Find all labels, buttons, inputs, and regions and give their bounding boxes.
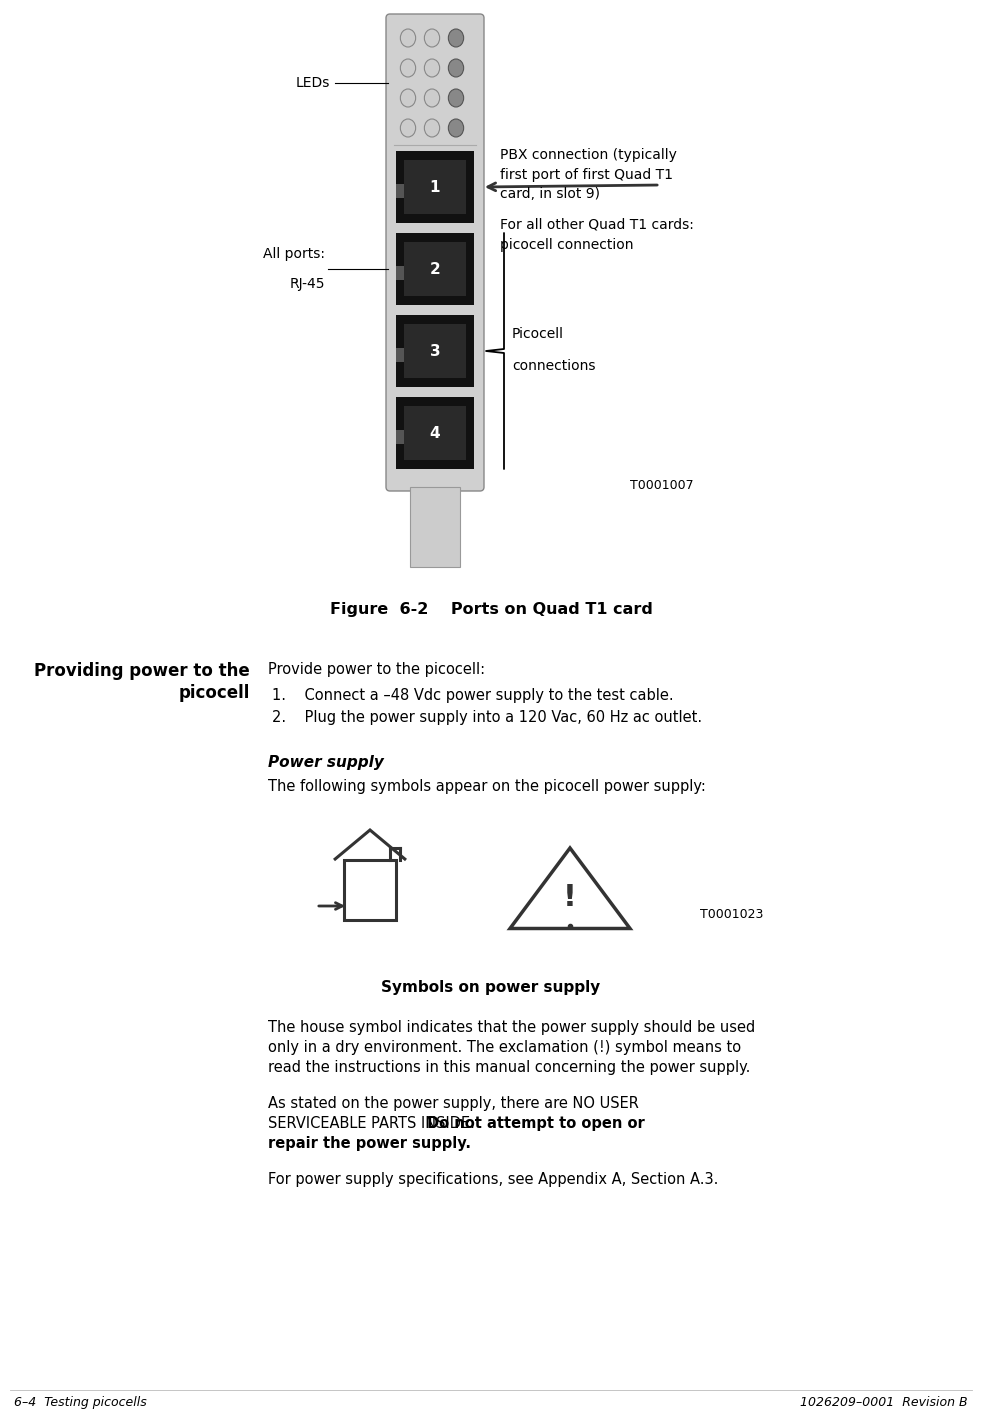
Text: !: ! xyxy=(563,884,577,912)
Bar xyxy=(396,397,474,469)
Text: Figure  6-2    Ports on Quad T1 card: Figure 6-2 Ports on Quad T1 card xyxy=(330,602,652,617)
Text: Providing power to the: Providing power to the xyxy=(34,662,250,680)
Text: Power supply: Power supply xyxy=(268,755,384,771)
Ellipse shape xyxy=(401,89,415,107)
Bar xyxy=(396,233,474,305)
Text: repair the power supply.: repair the power supply. xyxy=(268,1135,471,1151)
Text: Symbols on power supply: Symbols on power supply xyxy=(381,980,601,995)
Text: 3: 3 xyxy=(430,344,440,359)
Ellipse shape xyxy=(449,89,464,107)
Text: 6–4  Testing picocells: 6–4 Testing picocells xyxy=(14,1396,146,1408)
Text: RJ-45: RJ-45 xyxy=(290,277,325,291)
Text: T0001023: T0001023 xyxy=(700,909,763,922)
Text: Provide power to the picocell:: Provide power to the picocell: xyxy=(268,662,485,677)
Bar xyxy=(344,860,396,921)
Text: 2.    Plug the power supply into a 120 Vac, 60 Hz ac outlet.: 2. Plug the power supply into a 120 Vac,… xyxy=(272,710,702,725)
Ellipse shape xyxy=(449,30,464,47)
Ellipse shape xyxy=(424,59,440,76)
Text: 1: 1 xyxy=(430,180,440,195)
Bar xyxy=(396,151,474,223)
Bar xyxy=(396,184,406,198)
Text: 1.    Connect a –48 Vdc power supply to the test cable.: 1. Connect a –48 Vdc power supply to the… xyxy=(272,689,674,703)
Text: LEDs: LEDs xyxy=(296,76,330,90)
Text: For power supply specifications, see Appendix A, Section A.3.: For power supply specifications, see App… xyxy=(268,1172,719,1186)
Ellipse shape xyxy=(424,119,440,137)
Text: picocell: picocell xyxy=(179,684,250,701)
Bar xyxy=(404,324,466,378)
Bar xyxy=(410,486,460,567)
Text: connections: connections xyxy=(512,359,595,373)
Text: T0001007: T0001007 xyxy=(630,479,693,492)
Text: 1026209–0001  Revision B: 1026209–0001 Revision B xyxy=(800,1396,968,1408)
Text: For all other Quad T1 cards:
picocell connection: For all other Quad T1 cards: picocell co… xyxy=(500,218,694,252)
Text: Do not attempt to open or: Do not attempt to open or xyxy=(426,1116,644,1131)
Bar xyxy=(396,315,474,387)
Ellipse shape xyxy=(449,119,464,137)
Text: PBX connection (typically
first port of first Quad T1
card, in slot 9): PBX connection (typically first port of … xyxy=(500,148,677,201)
Text: All ports:: All ports: xyxy=(263,247,325,262)
Ellipse shape xyxy=(401,30,415,47)
Ellipse shape xyxy=(424,30,440,47)
Text: 4: 4 xyxy=(430,426,440,441)
Bar xyxy=(396,348,406,362)
Bar xyxy=(396,430,406,444)
FancyBboxPatch shape xyxy=(386,14,484,491)
Bar xyxy=(396,266,406,280)
Bar xyxy=(404,406,466,460)
Text: The following symbols appear on the picocell power supply:: The following symbols appear on the pico… xyxy=(268,779,706,795)
Text: SERVICEABLE PARTS INSIDE.: SERVICEABLE PARTS INSIDE. xyxy=(268,1116,479,1131)
Text: only in a dry environment. The exclamation (!) symbol means to: only in a dry environment. The exclamati… xyxy=(268,1041,741,1055)
Ellipse shape xyxy=(401,59,415,76)
Text: The house symbol indicates that the power supply should be used: The house symbol indicates that the powe… xyxy=(268,1019,755,1035)
Bar xyxy=(404,160,466,214)
Ellipse shape xyxy=(449,59,464,76)
Text: read the instructions in this manual concerning the power supply.: read the instructions in this manual con… xyxy=(268,1060,750,1075)
Text: Picocell: Picocell xyxy=(512,327,564,341)
Bar xyxy=(404,242,466,296)
Ellipse shape xyxy=(424,89,440,107)
Ellipse shape xyxy=(401,119,415,137)
Text: As stated on the power supply, there are NO USER: As stated on the power supply, there are… xyxy=(268,1096,639,1111)
Text: 2: 2 xyxy=(429,262,440,277)
